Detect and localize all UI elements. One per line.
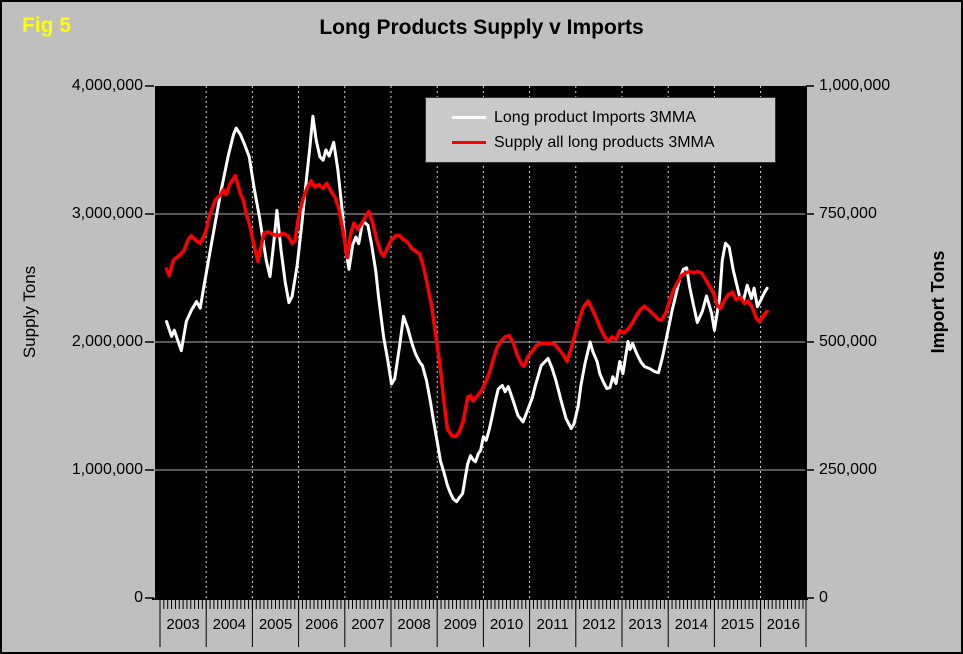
figure-number-label: Fig 5 — [22, 14, 72, 37]
right-axis-title: Import Tons — [928, 250, 948, 354]
y-left-tick-label: 0 — [134, 589, 143, 606]
x-year-label: 2011 — [536, 616, 569, 633]
legend-label-imports: Long product Imports 3MMA — [494, 108, 696, 126]
y-right-tick-label: 500,000 — [819, 333, 877, 350]
x-year-label: 2005 — [258, 616, 293, 633]
legend-item-imports: Long product Imports 3MMA — [426, 109, 775, 127]
left-axis-title: Supply Tons — [20, 265, 39, 359]
x-year-label: 2006 — [305, 616, 339, 633]
y-left-tick-label: 2,000,000 — [71, 333, 143, 350]
y-left-tick-label: 1,000,000 — [71, 461, 143, 478]
y-right-tick-label: 0 — [819, 589, 828, 606]
x-year-label: 2010 — [489, 616, 524, 633]
x-year-label: 2015 — [720, 616, 755, 633]
y-right-tick-label: 750,000 — [819, 205, 877, 222]
y-left-tick-label: 3,000,000 — [71, 205, 143, 222]
x-year-label: 2009 — [443, 616, 477, 633]
y-right-tick-label: 1,000,000 — [819, 77, 891, 94]
chart-title: Long Products Supply v Imports — [319, 16, 644, 39]
x-year-label: 2008 — [397, 616, 431, 633]
imports-line-swatch — [452, 116, 486, 119]
x-year-label: 2003 — [166, 616, 200, 633]
y-right-tick-label: 250,000 — [819, 461, 877, 478]
y-left-tick-label: 4,000,000 — [71, 77, 143, 94]
chart-legend: Long product Imports 3MMA Supply all lon… — [425, 97, 776, 163]
x-year-label: 2016 — [766, 616, 800, 633]
legend-item-supply: Supply all long products 3MMA — [426, 134, 775, 152]
x-year-label: 2014 — [674, 616, 708, 633]
supply-line-swatch — [452, 141, 486, 144]
x-year-label: 2013 — [628, 616, 662, 633]
legend-label-supply: Supply all long products 3MMA — [494, 133, 715, 151]
x-year-label: 2004 — [212, 616, 246, 633]
x-year-label: 2007 — [351, 616, 385, 633]
x-year-label: 2012 — [582, 616, 616, 633]
